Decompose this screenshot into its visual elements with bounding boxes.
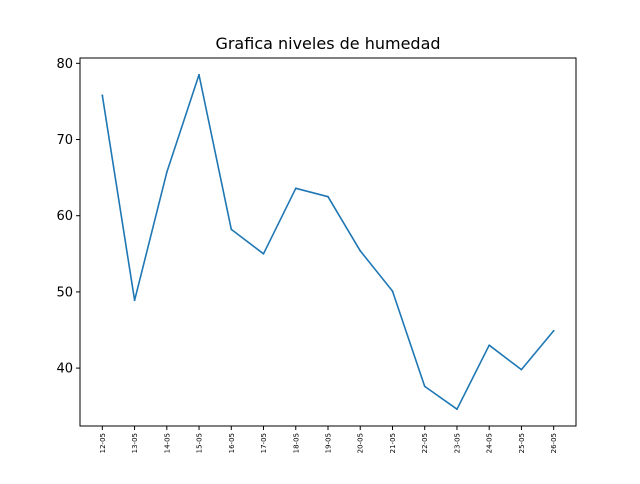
x-tick-label: 16-05 — [228, 433, 236, 453]
plot-area: 40 50 60 70 80 12-05 13-05 14-05 15-05 16-05 17-05… — [56, 57, 577, 453]
x-tick-label: 23-05 — [453, 433, 461, 453]
data-point — [456, 408, 458, 411]
x-tick-label: 25-05 — [518, 433, 526, 453]
x-tick-label: 13-05 — [131, 433, 139, 453]
x-tick-label: 20-05 — [357, 433, 365, 453]
x-tick-label: 14-05 — [163, 433, 171, 453]
x-tick-label: 24-05 — [486, 433, 494, 453]
data-point — [294, 187, 297, 190]
y-tick-label: 40 — [56, 362, 73, 377]
x-tick-label: 18-05 — [292, 433, 300, 453]
data-point — [133, 299, 136, 302]
data-point — [391, 290, 394, 293]
data-point — [262, 252, 265, 255]
data-point — [230, 228, 233, 231]
data-point — [423, 385, 426, 388]
x-tick-label: 21-05 — [389, 433, 397, 453]
x-tick-label: 17-05 — [260, 433, 268, 453]
data-point — [327, 195, 329, 198]
x-tick-label: 19-05 — [325, 433, 333, 453]
data-point — [552, 329, 555, 332]
x-tick-label: 12-05 — [99, 433, 107, 453]
data-point — [198, 73, 200, 76]
data-point — [520, 368, 523, 371]
y-tick-label: 50 — [56, 285, 73, 300]
x-tick-label: 22-05 — [421, 433, 429, 453]
data-point — [101, 94, 104, 97]
data-point — [359, 249, 362, 252]
x-tick-label: 26-05 — [550, 433, 558, 453]
y-tick-label: 60 — [56, 209, 73, 224]
y-tick-label: 70 — [56, 133, 73, 148]
x-tick-label: 15-05 — [196, 433, 204, 453]
data-point — [488, 344, 491, 347]
y-tick-label: 80 — [56, 57, 73, 72]
chart-title: Grafica niveles de humedad — [215, 34, 440, 53]
data-point — [165, 171, 168, 174]
